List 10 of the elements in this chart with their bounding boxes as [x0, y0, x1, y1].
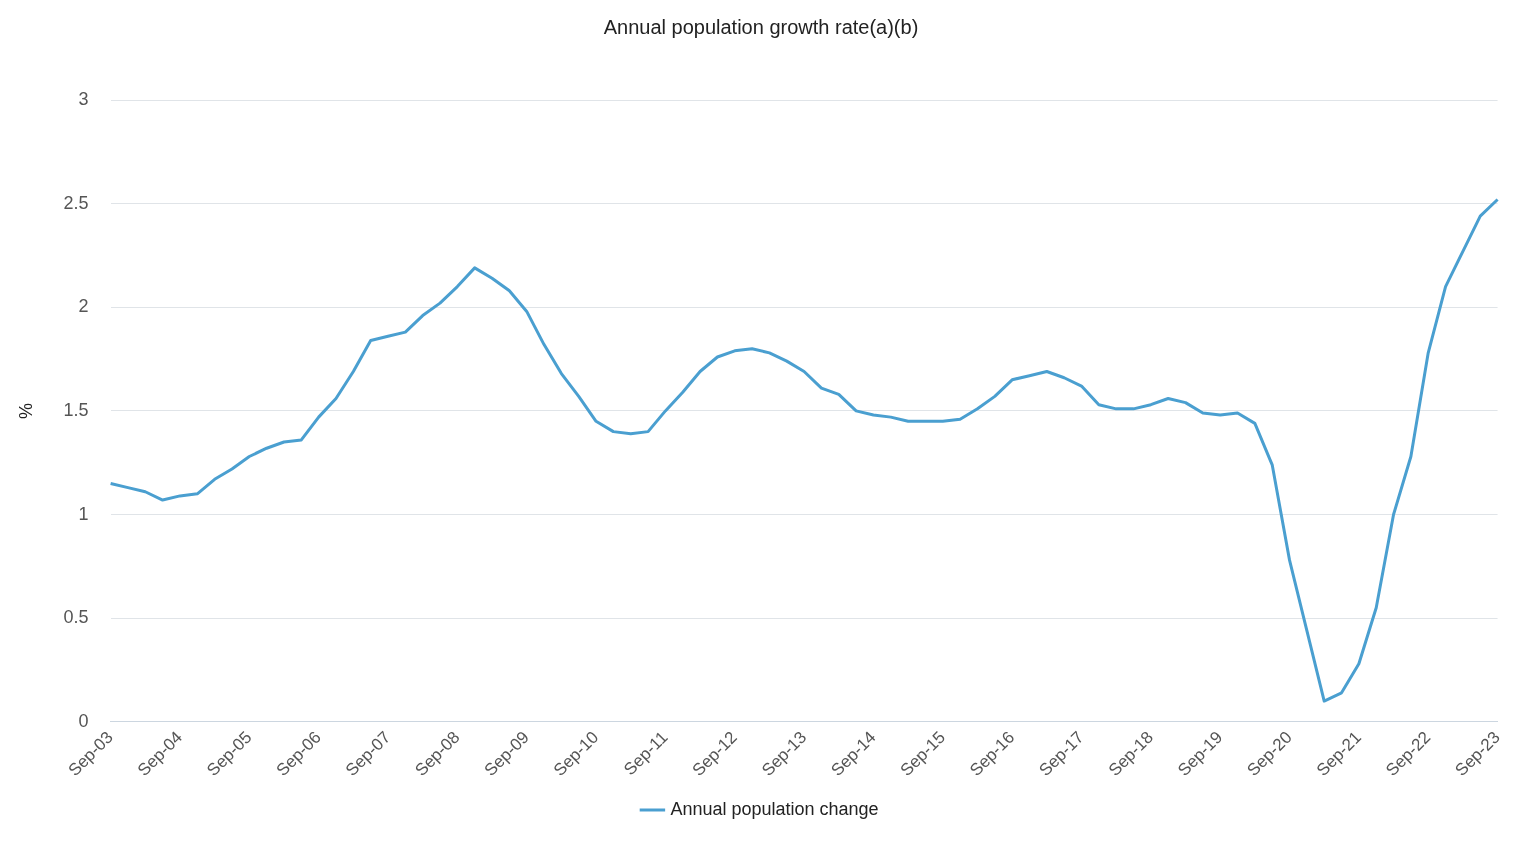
y-tick-label: 1	[78, 503, 89, 524]
y-tick-label: 2	[78, 296, 89, 317]
y-axis-title: %	[15, 402, 36, 419]
y-tick-label: 0.5	[63, 607, 89, 628]
y-tick-label: 1.5	[63, 399, 89, 420]
legend-label: Annual population change	[670, 798, 879, 819]
y-tick-label: 0	[78, 710, 89, 731]
y-tick-label: 3	[78, 88, 89, 109]
chart-title: Annual population growth rate(a)(b)	[603, 15, 919, 38]
y-tick-label: 2.5	[63, 192, 89, 213]
